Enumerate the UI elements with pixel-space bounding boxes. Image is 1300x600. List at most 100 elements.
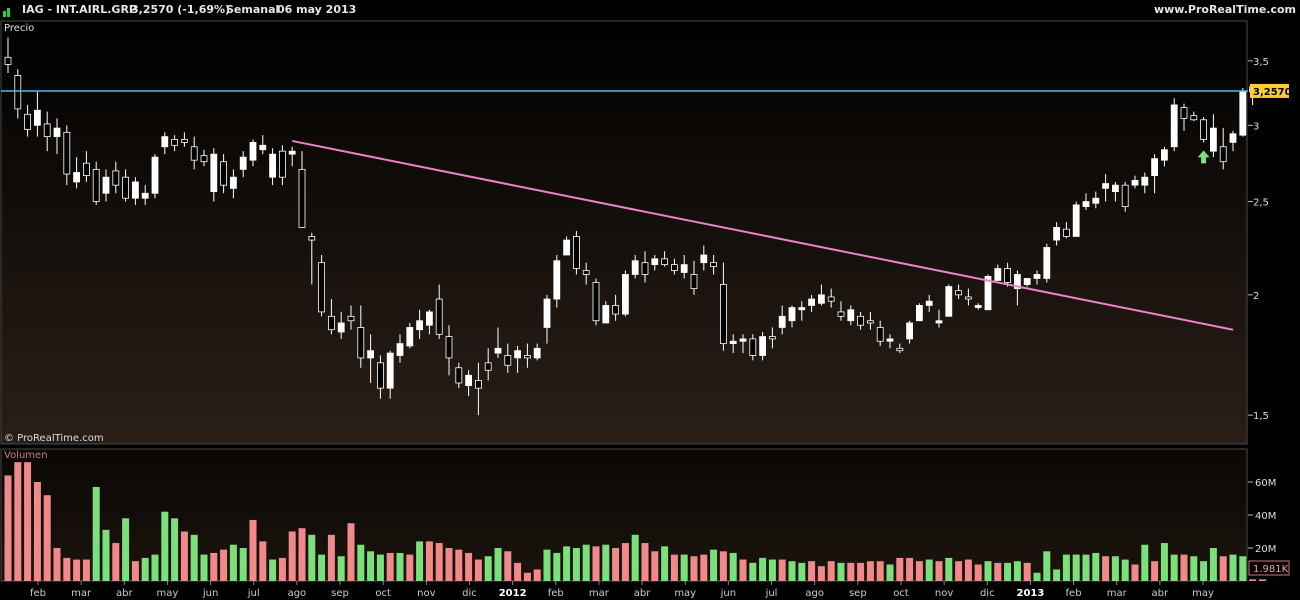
volume-bar — [1180, 554, 1188, 581]
volume-axis-area — [1248, 449, 1299, 581]
symbol-name: IAG - INT.AIRL.GRP — [22, 3, 137, 16]
volume-bar — [190, 534, 198, 581]
candle-body — [847, 309, 855, 322]
volume-bar — [827, 561, 835, 581]
volume-bar — [1151, 561, 1159, 581]
time-tick-label: nov — [935, 588, 953, 599]
candle-body — [1033, 274, 1041, 279]
volume-bar — [416, 541, 424, 581]
candle-body — [651, 258, 659, 266]
volume-bar — [63, 557, 71, 581]
candle-body — [1102, 183, 1109, 189]
volume-bar — [1160, 543, 1168, 581]
volume-bar — [288, 531, 296, 581]
volume-bar — [1082, 554, 1090, 581]
candle-body — [180, 139, 188, 143]
candle-body — [347, 315, 355, 322]
candle-body — [337, 322, 345, 333]
price-volume-chart: 3,5 3 2,5 2 1,5 60M 40M 20M 1.981K 3,2570 feb ma… — [0, 20, 1299, 599]
candle-body — [916, 305, 923, 322]
volume-bar — [1072, 554, 1080, 581]
candle-body — [367, 350, 375, 359]
time-tick-label: ago — [805, 588, 824, 599]
time-tick-label: mar — [1107, 588, 1128, 599]
candle-body — [425, 311, 433, 326]
volume-bar — [180, 531, 188, 581]
volume-bar — [73, 559, 81, 581]
candle-body — [876, 327, 884, 342]
candlestick-series — [4, 37, 1266, 416]
candle-body — [700, 254, 708, 264]
candle-body — [278, 150, 286, 178]
volume-bar — [376, 554, 384, 581]
candle-body — [1141, 176, 1149, 186]
volume-bar — [131, 561, 139, 581]
volume-bar — [857, 562, 865, 581]
volume-bar — [964, 559, 972, 581]
candle-body — [837, 311, 845, 317]
volume-bar — [876, 561, 884, 581]
volume-bar — [945, 557, 953, 581]
volume-bar — [661, 546, 669, 581]
candle-body — [680, 264, 688, 273]
candle-body — [465, 374, 473, 386]
volume-tick-label: 60M — [1255, 478, 1276, 489]
volume-bar — [82, 559, 90, 581]
candle-body — [759, 336, 766, 356]
time-tick-label: jun — [202, 588, 218, 599]
volume-bar — [612, 548, 620, 581]
volume-bar — [220, 549, 228, 581]
candle-body — [53, 127, 61, 138]
volume-bar — [1131, 564, 1139, 581]
volume-bar — [1102, 556, 1110, 581]
candle-body — [1190, 115, 1198, 121]
candle-body — [533, 347, 541, 359]
volume-bar — [808, 561, 816, 581]
volume-bar — [1170, 554, 1178, 581]
volume-bar — [1209, 548, 1217, 581]
candle-body — [906, 322, 913, 340]
candle-body — [1180, 107, 1188, 119]
volume-bar — [4, 475, 12, 581]
up-arrow-icon — [1197, 150, 1210, 164]
candle-body — [259, 144, 267, 151]
candle-body — [994, 268, 1002, 281]
time-tick-label: 2013 — [1016, 588, 1044, 599]
site-link[interactable]: www.ProRealTime.com — [1153, 3, 1296, 16]
volume-bar — [210, 552, 218, 581]
candle-body — [896, 347, 904, 352]
volume-bar — [1062, 554, 1070, 581]
volume-bar — [1249, 579, 1257, 581]
candle-body — [1004, 268, 1011, 283]
volume-bar — [327, 534, 335, 581]
time-tick-label: may — [674, 588, 696, 599]
period-label: Semanal — [226, 3, 280, 16]
candle-body — [102, 176, 110, 194]
volume-bar — [1111, 556, 1119, 581]
candle-body — [857, 315, 864, 326]
volume-bar — [1239, 556, 1247, 581]
candle-body — [524, 355, 531, 359]
candle-body — [73, 172, 80, 183]
time-tick-label: nov — [417, 588, 435, 599]
volume-bar — [563, 546, 571, 581]
volume-bar — [249, 519, 257, 581]
volume-bar — [259, 541, 267, 581]
candle-body — [4, 56, 12, 65]
volume-bar — [474, 559, 482, 581]
time-tick-label: may — [1192, 588, 1214, 599]
price-tick-label: 3,5 — [1253, 57, 1269, 68]
candle-body — [376, 362, 384, 389]
candle-body — [92, 168, 100, 202]
volume-bar — [514, 562, 522, 581]
candle-body — [504, 355, 512, 366]
candle-body — [739, 338, 747, 342]
candle-body — [1170, 104, 1178, 148]
candle-body — [886, 338, 894, 342]
candle-body — [288, 150, 296, 155]
candle-body — [798, 307, 806, 311]
candle-body — [690, 274, 698, 290]
volume-bar — [308, 534, 316, 581]
candle-body — [984, 276, 992, 311]
time-tick-label: sep — [849, 588, 867, 599]
